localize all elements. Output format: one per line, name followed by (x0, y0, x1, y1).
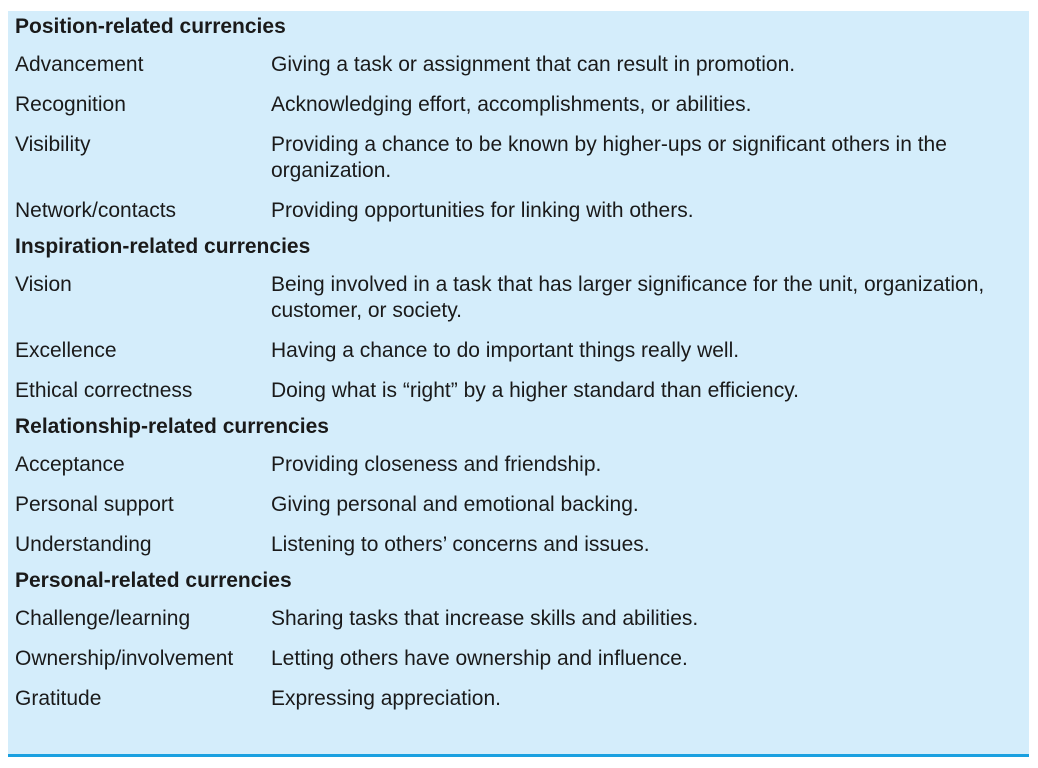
section-title: Position-related currencies (8, 11, 1029, 45)
section-heading-row: Position-related currencies (8, 11, 1029, 45)
section-title: Relationship-related currencies (8, 411, 1029, 445)
currency-description: Letting others have ownership and influe… (271, 639, 1029, 679)
section-heading-row: Personal-related currencies (8, 565, 1029, 599)
currency-description: Sharing tasks that increase skills and a… (271, 599, 1029, 639)
table-row: Gratitude Expressing appreciation. (8, 679, 1029, 719)
currency-description: Giving a task or assignment that can res… (271, 45, 1029, 85)
table-row: Personal support Giving personal and emo… (8, 485, 1029, 525)
currency-description: Being involved in a task that has larger… (271, 265, 1029, 331)
currency-term: Personal support (8, 485, 271, 525)
table-row: Visibility Providing a chance to be know… (8, 125, 1029, 191)
currency-term: Challenge/learning (8, 599, 271, 639)
currency-description: Providing a chance to be known by higher… (271, 125, 1029, 191)
currency-description: Providing closeness and friendship. (271, 445, 1029, 485)
table-row: Understanding Listening to others’ conce… (8, 525, 1029, 565)
currency-description: Providing opportunities for linking with… (271, 191, 1029, 231)
table-row: Challenge/learning Sharing tasks that in… (8, 599, 1029, 639)
currency-term: Ownership/involvement (8, 639, 271, 679)
table-row: Network/contacts Providing opportunities… (8, 191, 1029, 231)
currency-term: Understanding (8, 525, 271, 565)
currency-term: Advancement (8, 45, 271, 85)
table-row: Vision Being involved in a task that has… (8, 265, 1029, 331)
table-row: Excellence Having a chance to do importa… (8, 331, 1029, 371)
currency-description: Giving personal and emotional backing. (271, 485, 1029, 525)
section-title: Inspiration-related currencies (8, 231, 1029, 265)
currency-term: Excellence (8, 331, 271, 371)
currency-term: Vision (8, 265, 271, 331)
currency-term: Ethical correctness (8, 371, 271, 411)
table-row: Acceptance Providing closeness and frien… (8, 445, 1029, 485)
currency-description: Acknowledging effort, accomplishments, o… (271, 85, 1029, 125)
table-row: Recognition Acknowledging effort, accomp… (8, 85, 1029, 125)
currency-description: Listening to others’ concerns and issues… (271, 525, 1029, 565)
currency-description: Doing what is “right” by a higher standa… (271, 371, 1029, 411)
currency-term: Gratitude (8, 679, 271, 719)
section-heading-row: Relationship-related currencies (8, 411, 1029, 445)
table-row: Advancement Giving a task or assignment … (8, 45, 1029, 85)
currency-term: Network/contacts (8, 191, 271, 231)
currencies-table: Position-related currencies Advancement … (8, 11, 1029, 719)
currency-term: Acceptance (8, 445, 271, 485)
table-row: Ethical correctness Doing what is “right… (8, 371, 1029, 411)
currency-description: Having a chance to do important things r… (271, 331, 1029, 371)
section-heading-row: Inspiration-related currencies (8, 231, 1029, 265)
currency-term: Visibility (8, 125, 271, 191)
currencies-table-panel: Position-related currencies Advancement … (8, 11, 1029, 757)
currency-term: Recognition (8, 85, 271, 125)
table-row: Ownership/involvement Letting others hav… (8, 639, 1029, 679)
currency-description: Expressing appreciation. (271, 679, 1029, 719)
section-title: Personal-related currencies (8, 565, 1029, 599)
